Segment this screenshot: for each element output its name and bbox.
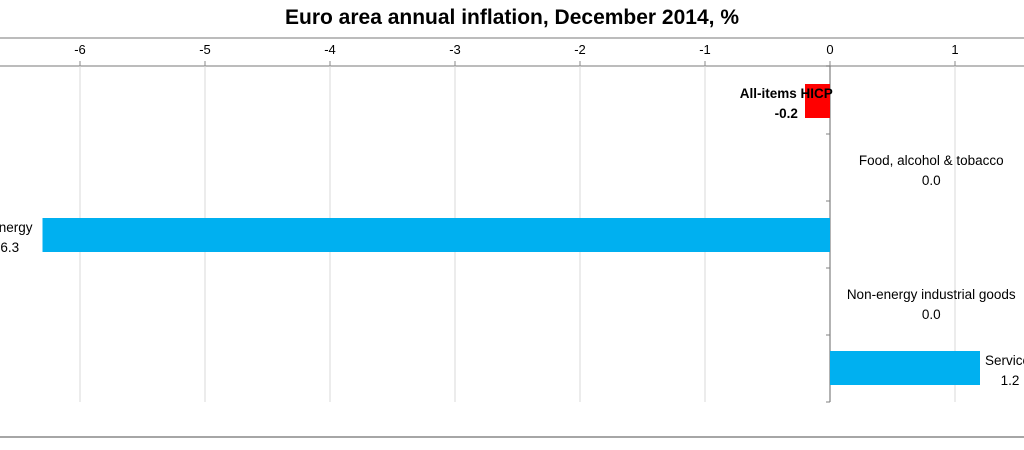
bar-value-label: 0.0 bbox=[922, 173, 941, 188]
bar-value-label: 0.0 bbox=[922, 307, 941, 322]
bar bbox=[805, 84, 830, 118]
bar bbox=[42, 218, 830, 252]
x-tick-label: -1 bbox=[699, 42, 711, 57]
x-tick-label: -3 bbox=[449, 42, 461, 57]
bar-category-label: Services bbox=[985, 353, 1024, 368]
bar-labels: All-items HICP -0.2 Food, alcohol & tobacc… bbox=[0, 86, 1024, 388]
x-tick-label: -6 bbox=[74, 42, 86, 57]
bar-value-label: -0.2 bbox=[775, 106, 798, 121]
bar bbox=[830, 351, 980, 385]
bar-value-label: -6.3 bbox=[0, 240, 19, 255]
bars bbox=[42, 84, 980, 385]
bar-category-label: Energy bbox=[0, 220, 33, 235]
bar-category-label: All-items HICP bbox=[740, 86, 833, 101]
bar-value-label: 1.2 bbox=[1001, 373, 1020, 388]
x-tick-label: 1 bbox=[951, 42, 958, 57]
bar-category-label: Non-energy industrial goods bbox=[847, 287, 1016, 302]
x-tick-label: -4 bbox=[324, 42, 336, 57]
bar-category-label: Food, alcohol & tobacco bbox=[859, 153, 1004, 168]
x-tick-label: -5 bbox=[199, 42, 211, 57]
chart-title: Euro area annual inflation, December 201… bbox=[285, 6, 739, 29]
x-tick-label: -2 bbox=[574, 42, 586, 57]
x-tick-label: 0 bbox=[826, 42, 833, 57]
